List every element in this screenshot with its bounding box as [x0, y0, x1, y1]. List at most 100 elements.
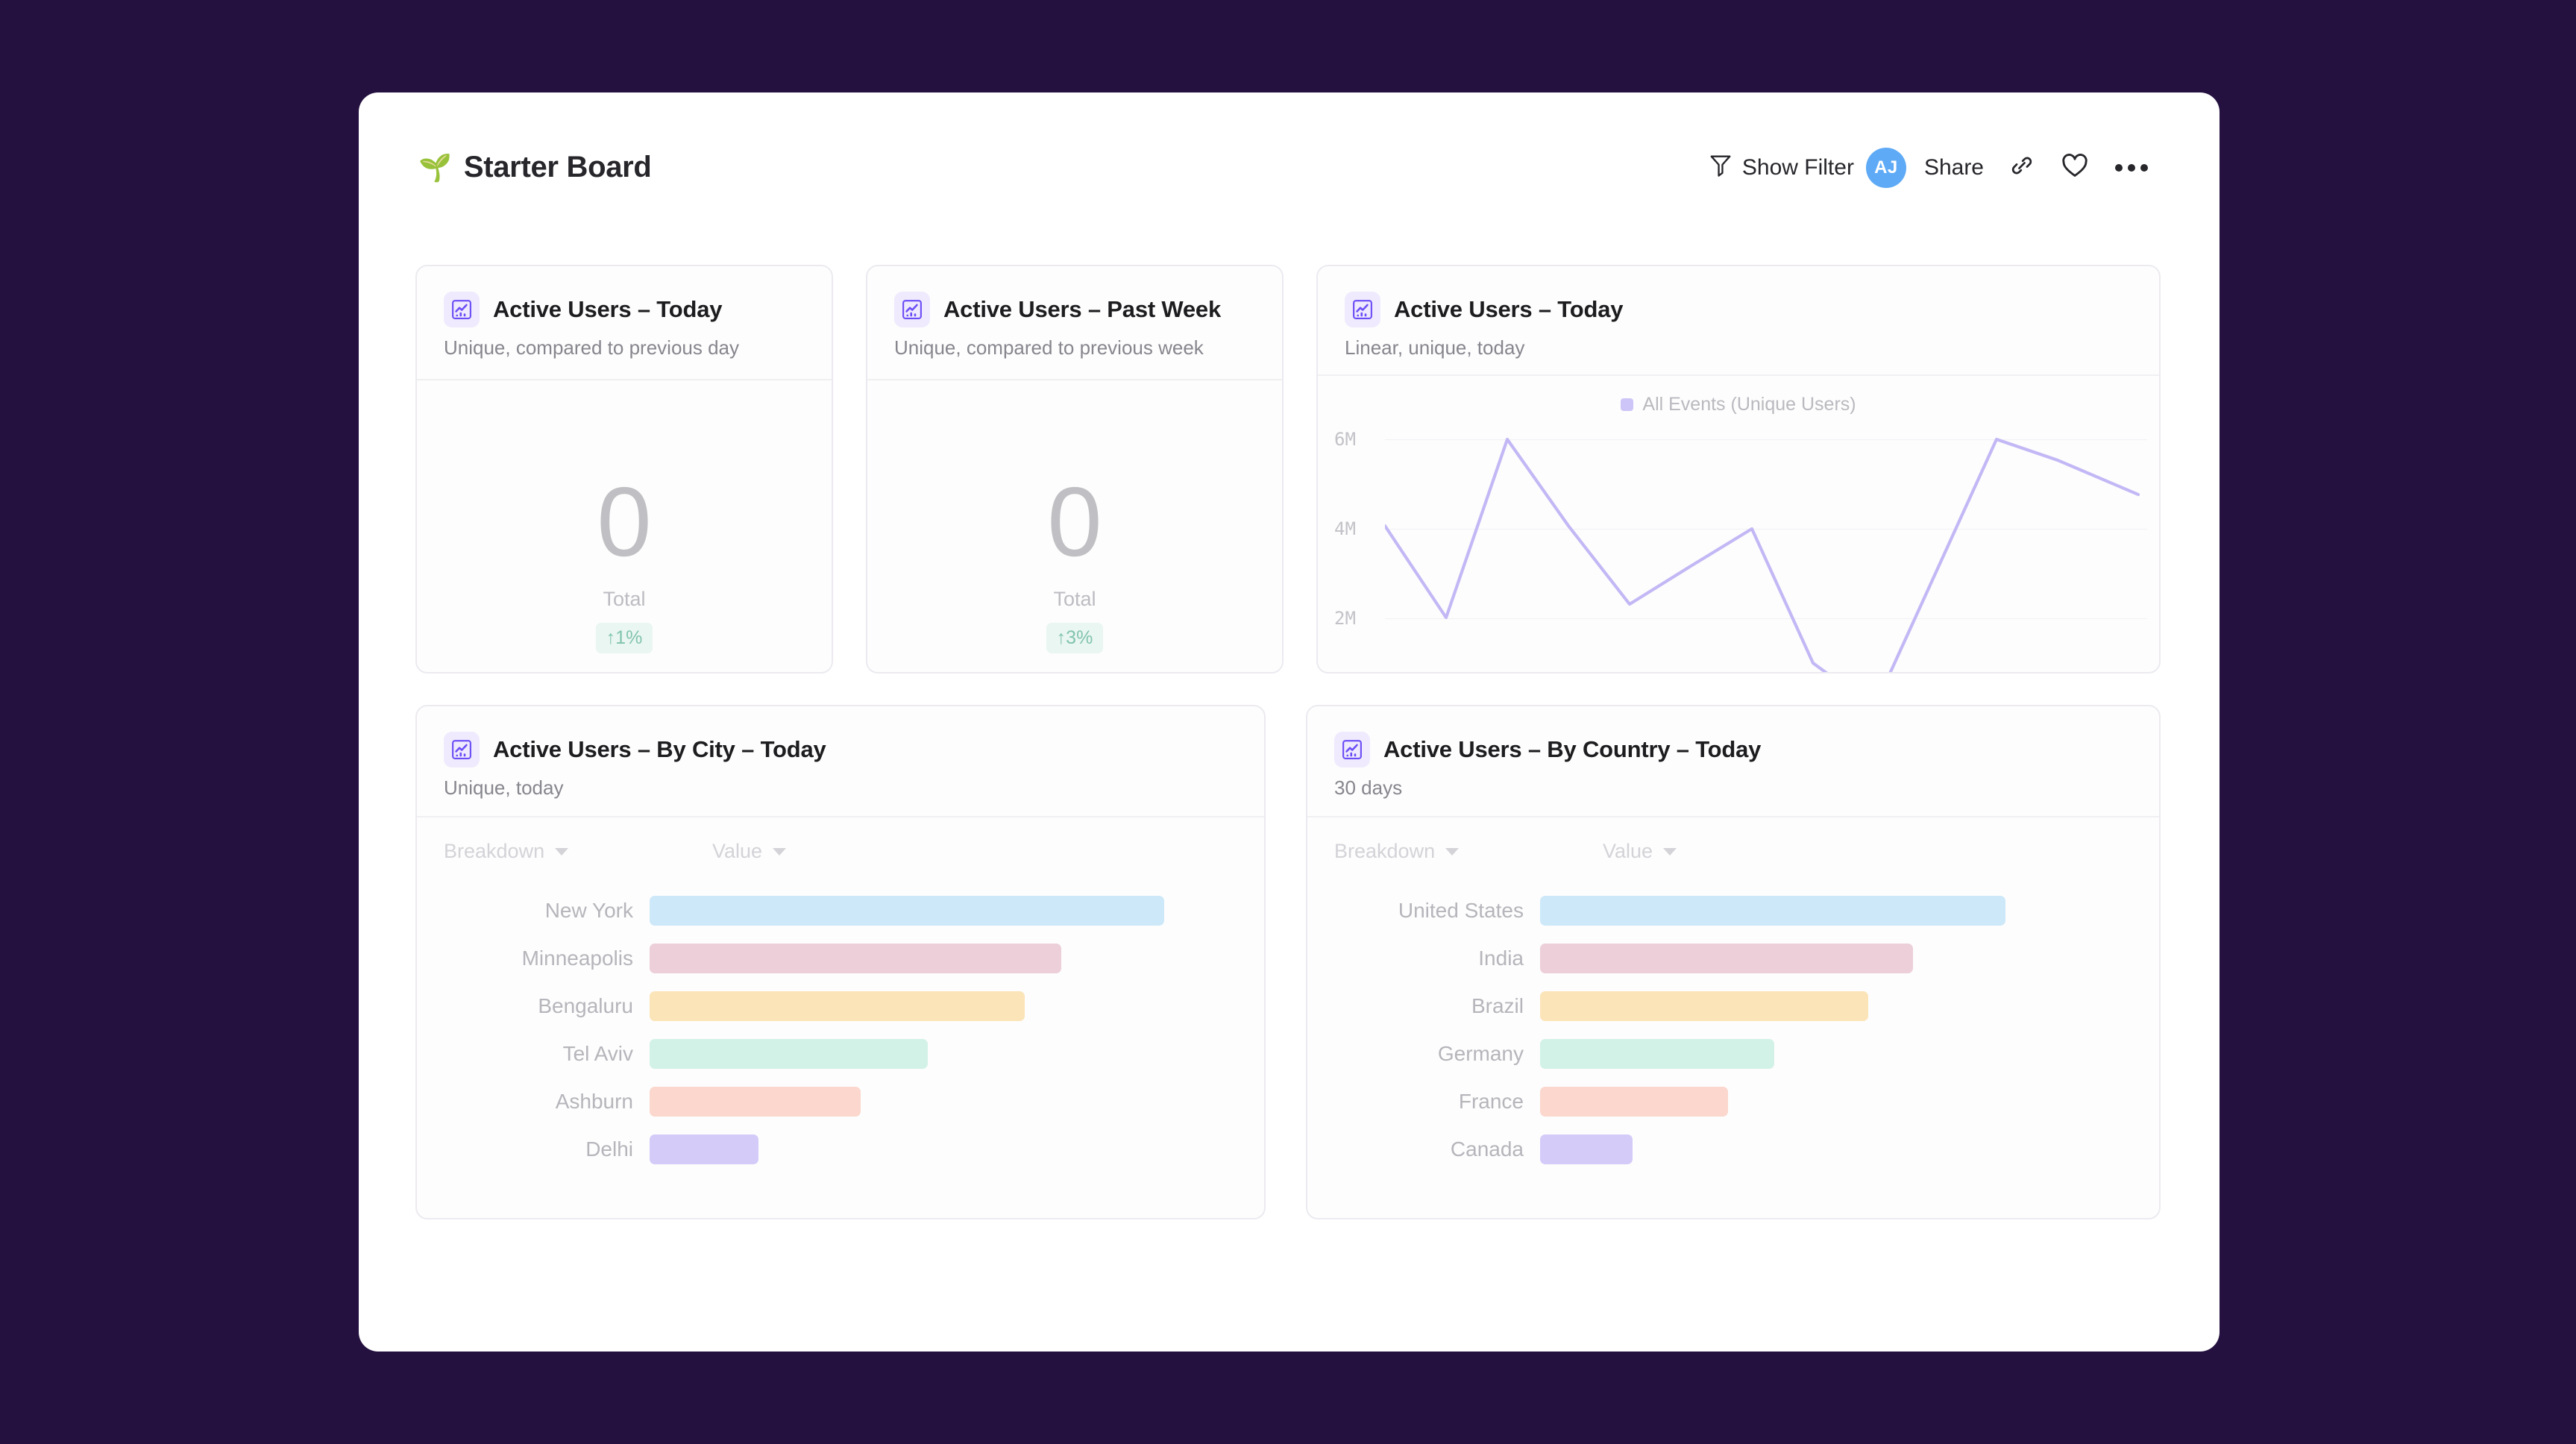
more-options-button[interactable] — [2102, 158, 2161, 178]
metric-value: 0 — [597, 467, 652, 577]
divider — [1318, 374, 2159, 376]
app-window: 🌱 Starter Board Show Filter AJ Share — [359, 92, 2220, 1352]
legend-swatch — [1621, 398, 1634, 411]
divider — [417, 379, 832, 380]
list-item[interactable]: Ashburn — [417, 1078, 1234, 1126]
chevron-down-icon — [555, 847, 569, 856]
gridline — [1385, 618, 2147, 619]
bar — [650, 896, 1164, 926]
bar — [1540, 944, 1913, 973]
bar-label: Canada — [1450, 1137, 1524, 1161]
chevron-down-icon — [1663, 847, 1677, 856]
metric-label: Total — [1053, 588, 1096, 610]
metric-value: 0 — [1047, 467, 1102, 577]
bar — [1540, 1039, 1774, 1069]
bar — [650, 991, 1025, 1021]
city-bar-list: New York Minneapolis Bengaluru Tel Aviv … — [417, 870, 1264, 1203]
bar — [1540, 1134, 1633, 1164]
card-header: Active Users – Today Linear, unique, tod… — [1318, 266, 2159, 374]
card-header: Active Users – By City – Today Unique, t… — [417, 706, 1264, 816]
breakdown-column-sort[interactable]: Breakdown — [1334, 840, 1603, 863]
list-item[interactable]: India — [1307, 935, 2129, 982]
divider — [867, 379, 1282, 380]
breakdown-column-sort[interactable]: Breakdown — [444, 840, 712, 863]
card-active-users-by-city[interactable]: Active Users – By City – Today Unique, t… — [415, 705, 1266, 1219]
more-options-icon — [2115, 163, 2148, 172]
y-axis-tick: 2M — [1334, 608, 1356, 629]
bar-label: Brazil — [1471, 994, 1524, 1017]
card-active-users-today-line[interactable]: Active Users – Today Linear, unique, tod… — [1316, 265, 2161, 674]
card-header: Active Users – Past Week Unique, compare… — [867, 266, 1282, 379]
card-subtitle: Unique, compared to previous day — [444, 336, 740, 359]
list-item[interactable]: Minneapolis — [417, 935, 1234, 982]
list-item[interactable]: Delhi — [417, 1126, 1234, 1173]
divider — [1307, 816, 2159, 817]
favorite-button[interactable] — [2048, 147, 2102, 188]
chart-icon — [444, 732, 480, 767]
chart-icon — [444, 292, 480, 327]
card-subtitle: Linear, unique, today — [1345, 336, 1525, 359]
breakdown-column-label: Breakdown — [444, 840, 545, 862]
list-item[interactable]: Bengaluru — [417, 982, 1234, 1030]
card-subtitle: 30 days — [1334, 776, 1403, 799]
card-title: Active Users – Today — [1394, 296, 1624, 322]
bar-label: France — [1458, 1090, 1524, 1113]
value-column-sort[interactable]: Value — [1603, 840, 1677, 863]
show-filter-label: Show Filter — [1741, 154, 1854, 180]
show-filter-button[interactable]: Show Filter — [1697, 146, 1866, 189]
value-column-label: Value — [1603, 840, 1653, 862]
card-title: Active Users – Today — [493, 296, 723, 322]
bar-label: Minneapolis — [521, 947, 633, 970]
metric-body: 0 Total ↑3% — [867, 380, 1282, 672]
chart-icon — [894, 292, 930, 327]
filter-icon — [1709, 154, 1732, 181]
share-button[interactable]: Share — [1912, 148, 1996, 188]
legend-label: All Events (Unique Users) — [1642, 394, 1856, 415]
y-axis-tick: 4M — [1334, 518, 1356, 539]
value-column-sort[interactable]: Value — [712, 840, 787, 863]
status-badge: ↑3% — [1046, 623, 1104, 653]
card-title: Active Users – Past Week — [943, 296, 1222, 322]
metric-label: Total — [603, 588, 646, 610]
card-subtitle: Unique, today — [444, 776, 564, 799]
list-item[interactable]: Canada — [1307, 1126, 2129, 1173]
card-active-users-by-country[interactable]: Active Users – By Country – Today 30 day… — [1306, 705, 2161, 1219]
country-breakdown-body: Breakdown Value United States India — [1307, 817, 2159, 1203]
bar-label: Germany — [1437, 1042, 1524, 1065]
metric-body: 0 Total ↑1% — [417, 380, 832, 672]
card-active-users-past-week[interactable]: Active Users – Past Week Unique, compare… — [866, 265, 1284, 674]
card-title: Active Users – By City – Today — [493, 736, 826, 762]
bar — [650, 1087, 861, 1117]
line-chart-body: All Events (Unique Users) 6M 4M 2M 0M 12… — [1318, 376, 2159, 672]
plot-area: 6M 4M 2M 0M 12:00am 4:00am 8:00am 12:00p… — [1318, 415, 2159, 672]
country-bar-list: United States India Brazil Germany Franc… — [1307, 870, 2159, 1203]
list-item[interactable]: Germany — [1307, 1030, 2129, 1078]
list-item[interactable]: Brazil — [1307, 982, 2129, 1030]
bar — [650, 944, 1061, 973]
seedling-icon: 🌱 — [418, 151, 452, 183]
copy-link-button[interactable] — [1996, 147, 2048, 188]
bar-label: United States — [1398, 899, 1524, 922]
breakdown-column-headers: Breakdown Value — [417, 817, 1264, 870]
share-label: Share — [1923, 154, 1984, 180]
list-item[interactable]: New York — [417, 887, 1234, 935]
bar-label: Delhi — [585, 1137, 633, 1161]
gridline — [1385, 529, 2147, 530]
gridline — [1385, 439, 2147, 440]
list-item[interactable]: Tel Aviv — [417, 1030, 1234, 1078]
chevron-down-icon — [1445, 847, 1460, 856]
link-icon — [2009, 153, 2035, 182]
value-column-label: Value — [712, 840, 763, 862]
bar-label: Bengaluru — [538, 994, 633, 1017]
avatar[interactable]: AJ — [1865, 147, 1906, 188]
status-badge: ↑1% — [595, 623, 653, 653]
breakdown-column-label: Breakdown — [1334, 840, 1436, 862]
bar — [1540, 896, 2005, 926]
list-item[interactable]: France — [1307, 1078, 2129, 1126]
list-item[interactable]: United States — [1307, 887, 2129, 935]
card-header: Active Users – By Country – Today 30 day… — [1307, 706, 2159, 816]
card-active-users-today[interactable]: Active Users – Today Unique, compared to… — [415, 265, 833, 674]
card-header: Active Users – Today Unique, compared to… — [417, 266, 832, 379]
card-subtitle: Unique, compared to previous week — [894, 336, 1204, 359]
chart-legend: All Events (Unique Users) — [1318, 376, 2159, 415]
